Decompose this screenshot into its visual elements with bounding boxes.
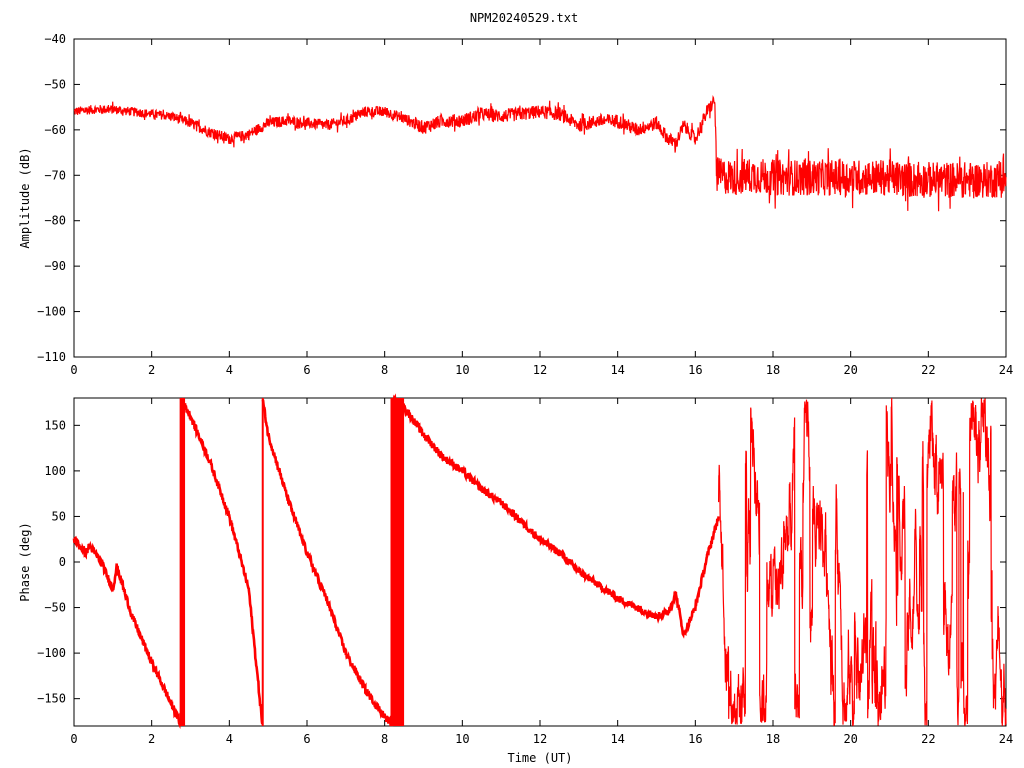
phase-y-tick-label: −50: [44, 601, 66, 615]
phase-series-line: [391, 393, 720, 639]
amplitude-x-tick-label: 24: [999, 363, 1013, 377]
amplitude-y-tick-label: −70: [44, 168, 66, 182]
amplitude-x-tick-label: 18: [766, 363, 780, 377]
phase-series-line: [179, 397, 264, 725]
phase-x-tick-label: 0: [70, 732, 77, 746]
amplitude-y-tick-label: −50: [44, 77, 66, 91]
phase-y-tick-label: 50: [52, 509, 66, 523]
phase-x-tick-label: 20: [843, 732, 857, 746]
phase-wrap-band: [390, 398, 405, 726]
amplitude-x-tick-label: 0: [70, 363, 77, 377]
amplitude-x-tick-label: 14: [610, 363, 624, 377]
amplitude-x-tick-label: 6: [303, 363, 310, 377]
amplitude-y-tick-label: −40: [44, 32, 66, 46]
phase-y-tick-label: 0: [59, 555, 66, 569]
amplitude-x-tick-label: 2: [148, 363, 155, 377]
amplitude-x-tick-label: 8: [381, 363, 388, 377]
phase-x-tick-label: 4: [226, 732, 233, 746]
phase-series-line: [261, 399, 394, 727]
amplitude-x-tick-label: 22: [921, 363, 935, 377]
amplitude-ticks: 0 2 4 6 8 10 12 14 16 18 20 22 24−110−100−90−80−70−6…: [37, 32, 1013, 377]
amplitude-y-tick-label: −60: [44, 123, 66, 137]
phase-panel: 0 2 4 6 8 10 12 14 16 18 20 22 24−150−100−5005010015…: [18, 393, 1013, 765]
phase-x-tick-label: 16: [688, 732, 702, 746]
amplitude-y-tick-label: −80: [44, 214, 66, 228]
phase-series-line: [72, 535, 182, 730]
phase-wrap-band: [179, 398, 186, 726]
phase-x-tick-label: 12: [533, 732, 547, 746]
phase-x-tick-label: 10: [455, 732, 469, 746]
phase-x-tick-label: 14: [610, 732, 624, 746]
amplitude-series-line: [73, 94, 1007, 212]
amplitude-y-axis-label: Amplitude (dB): [18, 147, 32, 248]
phase-y-tick-label: −100: [37, 646, 66, 660]
amplitude-x-tick-label: 20: [843, 363, 857, 377]
amplitude-y-tick-label: −90: [44, 259, 66, 273]
phase-y-axis-label: Phase (deg): [18, 522, 32, 601]
phase-y-tick-label: −150: [37, 692, 66, 706]
phase-x-tick-label: 8: [381, 732, 388, 746]
phase-ticks: 0 2 4 6 8 10 12 14 16 18 20 22 24−150−100−5005010015…: [37, 398, 1013, 746]
amplitude-x-tick-label: 12: [533, 363, 547, 377]
phase-x-tick-label: 2: [148, 732, 155, 746]
phase-y-tick-label: 150: [44, 418, 66, 432]
amplitude-x-tick-label: 16: [688, 363, 702, 377]
amplitude-series: [73, 94, 1007, 212]
phase-x-tick-label: 18: [766, 732, 780, 746]
amplitude-panel: 0 2 4 6 8 10 12 14 16 18 20 22 24−110−100−90−80−70−6…: [18, 32, 1013, 377]
phase-x-tick-label: 24: [999, 732, 1013, 746]
phase-noise-line: [718, 397, 1007, 727]
phase-series: [72, 393, 1007, 730]
amplitude-y-tick-label: −100: [37, 305, 66, 319]
phase-x-tick-label: 22: [921, 732, 935, 746]
amplitude-x-tick-label: 10: [455, 363, 469, 377]
phase-x-tick-label: 6: [303, 732, 310, 746]
amplitude-x-tick-label: 4: [226, 363, 233, 377]
phase-x-axis-label: Time (UT): [507, 751, 572, 765]
amplitude-y-tick-label: −110: [37, 350, 66, 364]
phase-y-tick-label: 100: [44, 464, 66, 478]
chart-title: NPM20240529.txt: [470, 11, 578, 25]
